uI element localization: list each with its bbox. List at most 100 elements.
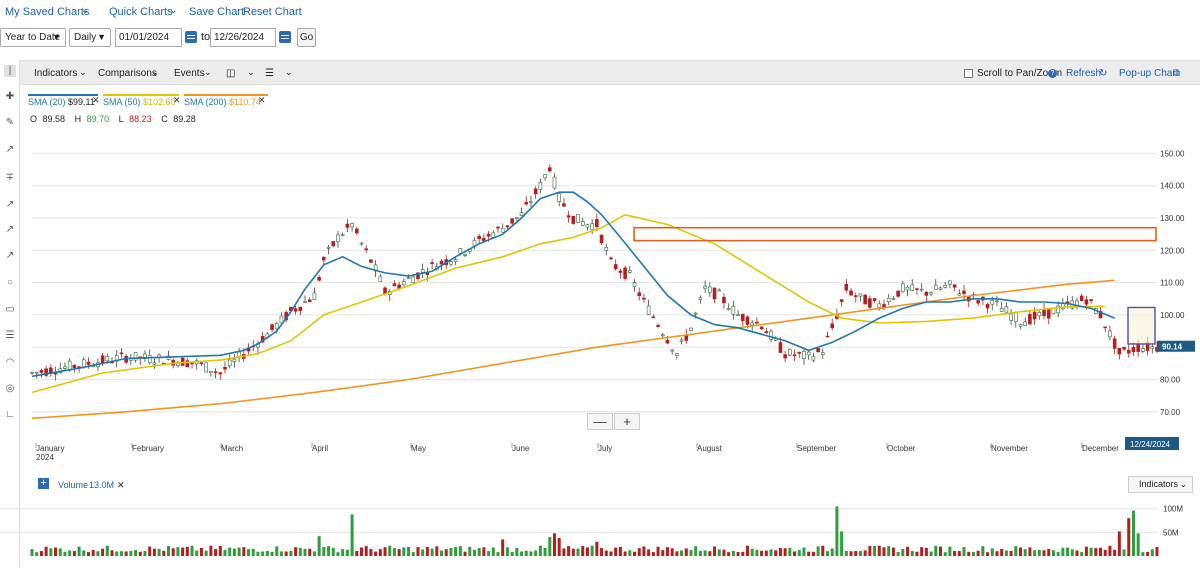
annotate-icon[interactable]: ✎ [5,117,15,128]
to-date-input[interactable]: 12/26/2024 [210,28,276,47]
crosshair-icon[interactable]: ✚ [5,91,15,102]
candle [340,234,345,237]
candle [599,234,604,244]
candle [764,331,769,334]
close-icon[interactable]: ✕ [258,95,266,105]
chevron-down-icon[interactable]: ⌄ [204,67,212,77]
scroll-pan-checkbox[interactable] [964,69,973,78]
candle [806,351,811,356]
volume-bar [63,551,67,556]
close-icon[interactable]: ✕ [173,95,181,105]
line-tool-icon[interactable]: ↗ [5,144,15,155]
zoom-out-button[interactable]: — [587,413,613,430]
volume-indicators-button[interactable]: Indicators ⌄ [1128,476,1193,493]
candle [863,294,867,305]
horizontal-line-icon[interactable]: ∓ [5,172,15,183]
go-button[interactable]: Go [297,28,316,47]
candle [604,247,609,251]
volume-bar [1014,546,1018,556]
volume-bar [698,550,702,556]
measure-tool-icon[interactable]: ∟ [5,409,15,420]
lines-icon[interactable]: ☰ [265,68,274,79]
cycle-tool-icon[interactable]: ◎ [5,383,15,394]
calendar-icon[interactable] [185,31,197,43]
volume-bar [218,545,222,556]
popup-chart-link[interactable]: Pop-up Chart [1119,68,1179,79]
channel-tool-icon[interactable]: ↗ [5,224,15,235]
volume-bar [722,549,726,556]
candle [891,298,896,300]
candle [1004,306,1009,313]
y-tick-label: 110.00 [1160,279,1184,288]
zoom-in-button[interactable]: + [614,413,640,430]
candle [924,291,929,296]
volume-bar [816,546,820,556]
fib-tool-icon[interactable]: ↗ [5,250,15,261]
save-chart-link[interactable]: Save Chart [189,6,245,18]
chevron-down-icon[interactable]: ⌄ [81,5,90,16]
volume-bar [86,552,90,556]
chevron-down-icon[interactable]: ⌄ [285,67,293,77]
sma50-chip[interactable]: SMA (50) $102.60 [103,94,179,107]
interval-select[interactable]: Daily ▼ [69,28,111,47]
close-icon[interactable]: ✕ [92,95,100,105]
ray-tool-icon[interactable]: ↗ [5,199,15,210]
sma20-chip[interactable]: SMA (20) $99.11 [28,94,98,107]
close-icon[interactable]: ✕ [117,480,125,490]
candle [618,270,623,273]
close-label: C [161,114,168,124]
popup-icon[interactable]: ⧉ [1173,68,1181,79]
from-date-input[interactable]: 01/01/2024 [115,28,182,47]
events-menu[interactable]: Events [174,68,205,79]
refresh-link[interactable]: Refresh [1066,68,1102,79]
pointer-icon[interactable]: | [4,65,16,77]
candle [712,287,717,300]
volume-bar [124,551,128,556]
chevron-down-icon[interactable]: ⌄ [169,5,178,16]
refresh-icon[interactable]: ↻ [1099,68,1108,79]
chevron-down-icon[interactable]: ⌄ [247,67,255,77]
add-indicator-icon[interactable]: + [38,478,49,489]
calendar-icon[interactable] [279,31,291,43]
candle [312,292,317,301]
candle [486,233,491,237]
chevron-down-icon[interactable]: ⌄ [151,67,159,77]
range-select[interactable]: Year to Date ▼ [0,28,66,47]
volume-bar [152,548,156,556]
volume-bar [708,551,712,556]
comparisons-menu[interactable]: Comparisons [98,68,157,79]
candle [477,235,481,239]
chart-type-icon[interactable]: ◫ [226,68,236,79]
my-saved-charts-link[interactable]: My Saved Charts [5,6,90,18]
candle [717,289,722,292]
range-rectangle [1127,306,1156,345]
volume-label: Volume [58,480,89,490]
rectangle-tool-icon[interactable]: ▭ [5,304,15,315]
volume-bar [505,547,509,556]
volume-bar [1023,549,1027,556]
volume-bar [713,546,717,556]
circle-tool-icon[interactable]: ○ [6,277,14,288]
volume-bar [835,506,839,556]
arc-tool-icon[interactable]: ◠ [5,357,15,368]
candle [985,304,990,309]
chevron-down-icon[interactable]: ⌄ [79,67,87,77]
text-tool-icon[interactable]: ☰ [5,330,15,341]
reset-chart-link[interactable]: Reset Chart [243,6,302,18]
indicators-menu[interactable]: Indicators [34,68,78,79]
price-chart[interactable]: 150.00140.00130.00120.00110.00100.0090.0… [22,125,1200,465]
y-tick-label: 80.00 [1160,376,1181,385]
volume-bar [421,549,425,556]
volume-bar [1084,546,1088,556]
candle [538,182,543,190]
sma200-chip[interactable]: SMA (200) $110.74 [184,94,268,107]
volume-bar [463,551,467,556]
candle [1117,347,1122,355]
candle [595,219,599,227]
quick-charts-link[interactable]: Quick Charts [109,6,173,18]
volume-bar [251,548,255,556]
volume-bar [618,546,622,556]
volume-bar [392,548,396,556]
help-icon[interactable]: ? [1048,69,1057,78]
volume-bar [628,550,632,556]
